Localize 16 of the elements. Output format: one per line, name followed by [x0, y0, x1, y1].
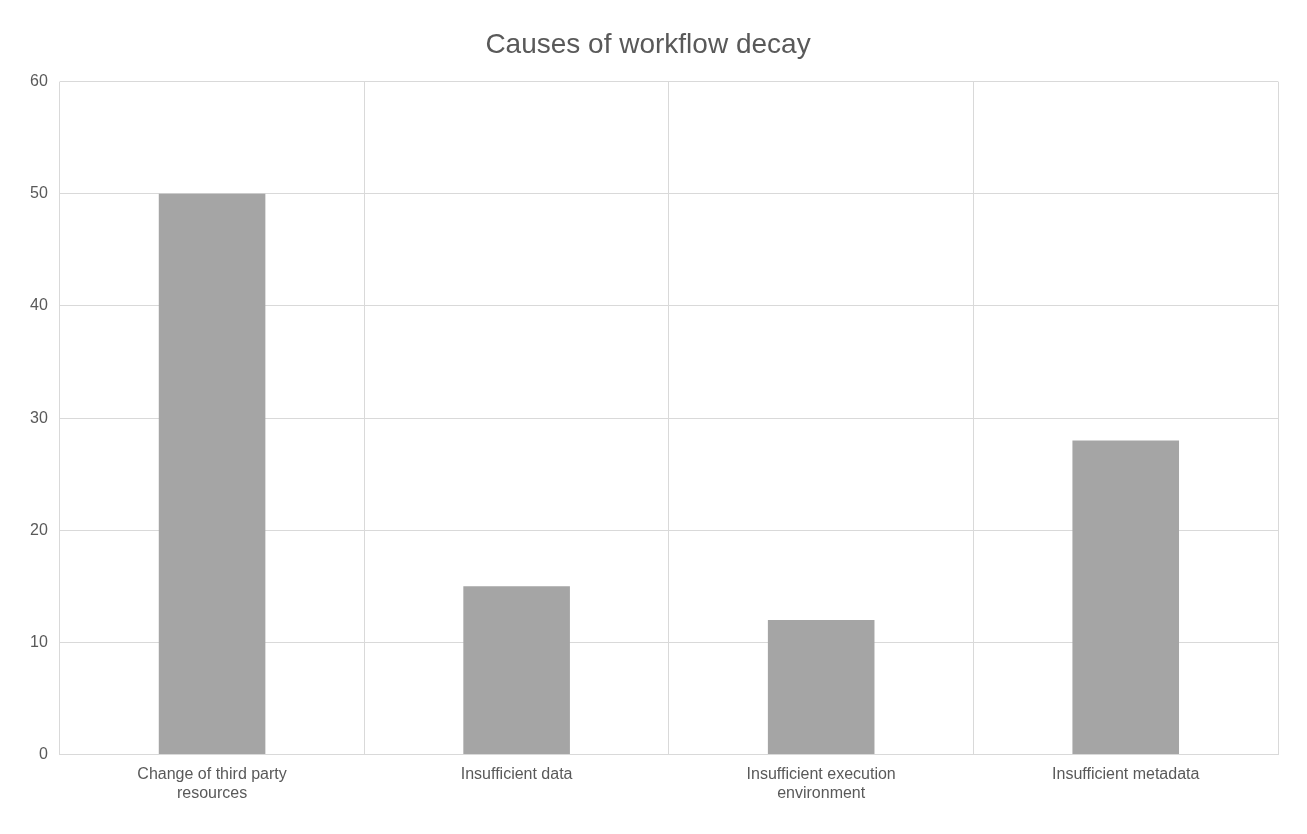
bar	[767, 620, 875, 755]
y-tick-label: 50	[30, 184, 48, 202]
x-tick-label: Insufficient execution environment	[746, 764, 896, 801]
y-tick-label: 30	[30, 408, 48, 426]
x-tick-label: Insufficient metadata	[1052, 764, 1200, 782]
y-tick-label: 20	[30, 520, 48, 538]
y-tick-label: 0	[38, 745, 48, 763]
bar	[1072, 440, 1180, 755]
bar	[158, 193, 266, 755]
bar	[463, 586, 570, 755]
y-tick-label: 10	[30, 632, 48, 650]
chart-title: Causes of workflow decay	[485, 27, 811, 59]
y-tick-label: 60	[30, 72, 48, 90]
y-tick-label: 40	[30, 296, 48, 314]
x-tick-label: Change of third party resources	[137, 764, 287, 801]
x-tick-label: Insufficient data	[460, 764, 573, 782]
